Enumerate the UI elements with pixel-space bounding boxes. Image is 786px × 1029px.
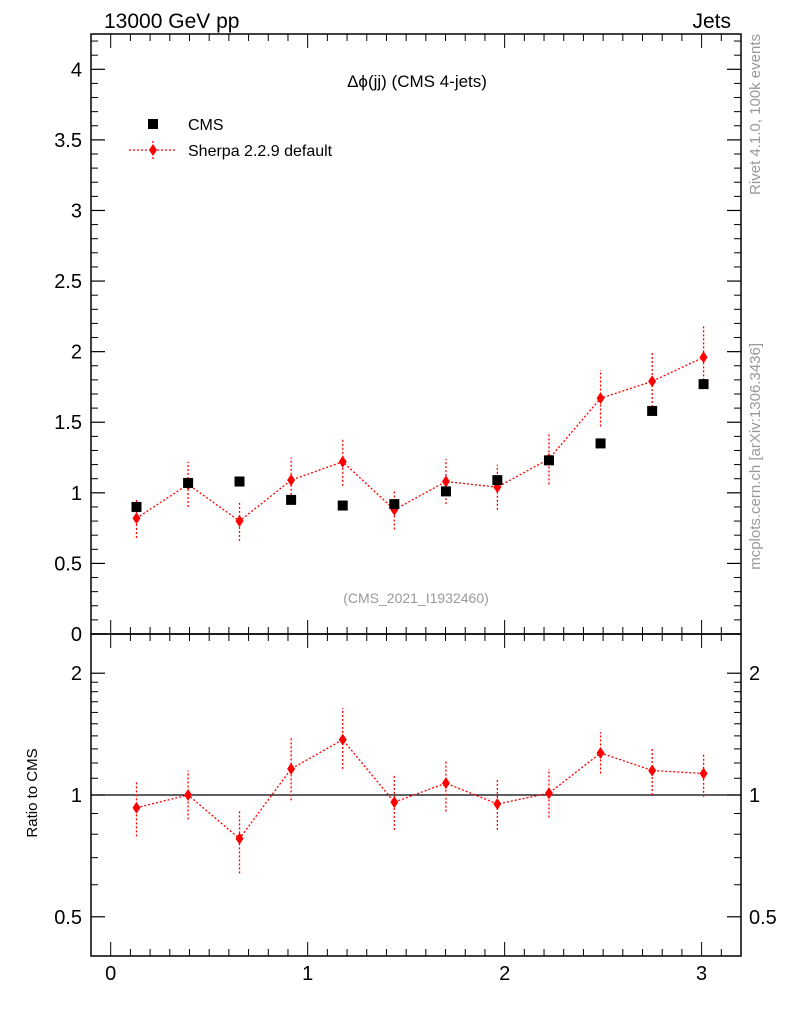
ratio-point — [287, 762, 296, 775]
data-point — [492, 475, 503, 486]
data-point — [131, 501, 142, 512]
ratio-plot-panel: 0.5 0.5 1 1 2 2 0 1 2 3 Ratio to CMS — [24, 633, 777, 985]
ratio-y-tick-labels: 0.5 0.5 1 1 2 2 — [54, 663, 777, 929]
data-point — [337, 500, 348, 511]
mc-point — [648, 375, 657, 388]
ratio-series-line — [136, 738, 704, 840]
ratio-y-tick-label-right: 1 — [749, 785, 760, 807]
data-point — [647, 405, 658, 416]
ratio-y-tick-label: 2 — [71, 663, 82, 685]
main-y-tick-label: 3.5 — [54, 130, 82, 152]
data-point — [389, 499, 400, 510]
data-series-main — [131, 379, 709, 512]
mc-point — [441, 475, 450, 488]
ratio-point — [493, 798, 502, 811]
ratio-point — [544, 787, 553, 800]
ratio-point — [390, 796, 399, 809]
x-tick-label: 1 — [302, 963, 313, 985]
legend-entry-mc: Sherpa 2.2.9 default — [188, 143, 333, 160]
mc-point — [235, 515, 244, 528]
legend: CMS Sherpa 2.2.9 default — [129, 117, 333, 160]
header-left-label: 13000 GeV pp — [104, 10, 239, 33]
ratio-point — [132, 801, 141, 814]
ratio-y-tick-label: 1 — [71, 785, 82, 807]
rivet-info-label: Rivet 4.1.0, 100k events — [747, 34, 764, 195]
mc-point — [287, 474, 296, 487]
data-point — [543, 455, 554, 466]
mc-point — [338, 455, 347, 468]
mc-point — [596, 392, 605, 405]
data-point — [595, 438, 606, 449]
ratio-y-tick-label-right: 0.5 — [749, 907, 777, 929]
header-right-label: Jets — [692, 10, 731, 33]
legend-entry-data: CMS — [188, 117, 224, 134]
ratio-axis-ticks — [91, 634, 742, 957]
analysis-watermark: (CMS_2021_I1932460) — [343, 590, 489, 606]
main-y-tick-label: 2.5 — [54, 271, 82, 293]
ratio-point — [184, 789, 193, 801]
plot-title: Δϕ(jj) (CMS 4-jets) — [347, 72, 487, 91]
data-point — [234, 476, 245, 487]
main-y-tick-label: 0 — [71, 624, 82, 646]
x-tick-label: 2 — [499, 963, 510, 985]
data-point — [440, 486, 451, 497]
main-y-tick-label: 1 — [71, 483, 82, 505]
data-point — [698, 379, 709, 390]
main-axis-ticks — [91, 34, 742, 635]
data-point — [183, 477, 194, 488]
main-y-tick-label: 1.5 — [54, 412, 82, 434]
ratio-point — [338, 733, 347, 746]
ratio-point — [235, 832, 244, 845]
ratio-point — [699, 767, 708, 780]
ratio-y-tick-label: 0.5 — [54, 907, 82, 929]
ratio-point — [441, 777, 450, 790]
mc-point — [132, 512, 141, 525]
mc-series-line — [136, 356, 704, 522]
ratio-plot-frame — [90, 633, 742, 957]
main-y-tick-label: 4 — [71, 59, 82, 81]
main-y-tick-label: 2 — [71, 342, 82, 364]
main-y-tick-label: 0.5 — [54, 553, 82, 575]
mc-series-ratio — [132, 708, 708, 874]
mcplots-info-label: mcplots.cern.ch [arXiv:1306.3436] — [747, 343, 764, 570]
ratio-y-axis-label: Ratio to CMS — [24, 748, 41, 837]
main-plot-panel: 0 0.5 1 1.5 2 2.5 3 3.5 4 Δϕ(jj) (CMS 4-jets) (C… — [54, 33, 742, 646]
data-point — [286, 494, 297, 505]
main-y-tick-labels: 0 0.5 1 1.5 2 2.5 3 3.5 4 — [54, 59, 82, 646]
x-tick-label: 3 — [696, 963, 707, 985]
mc-point — [699, 351, 708, 364]
ratio-point — [596, 747, 605, 760]
legend-data-marker — [148, 119, 158, 129]
legend-mc-marker — [149, 144, 157, 156]
x-tick-label: 0 — [105, 963, 116, 985]
ratio-y-tick-label-right: 2 — [749, 663, 760, 685]
ratio-point — [648, 764, 657, 777]
x-tick-labels: 0 1 2 3 — [105, 963, 707, 985]
main-y-tick-label: 3 — [71, 200, 82, 222]
